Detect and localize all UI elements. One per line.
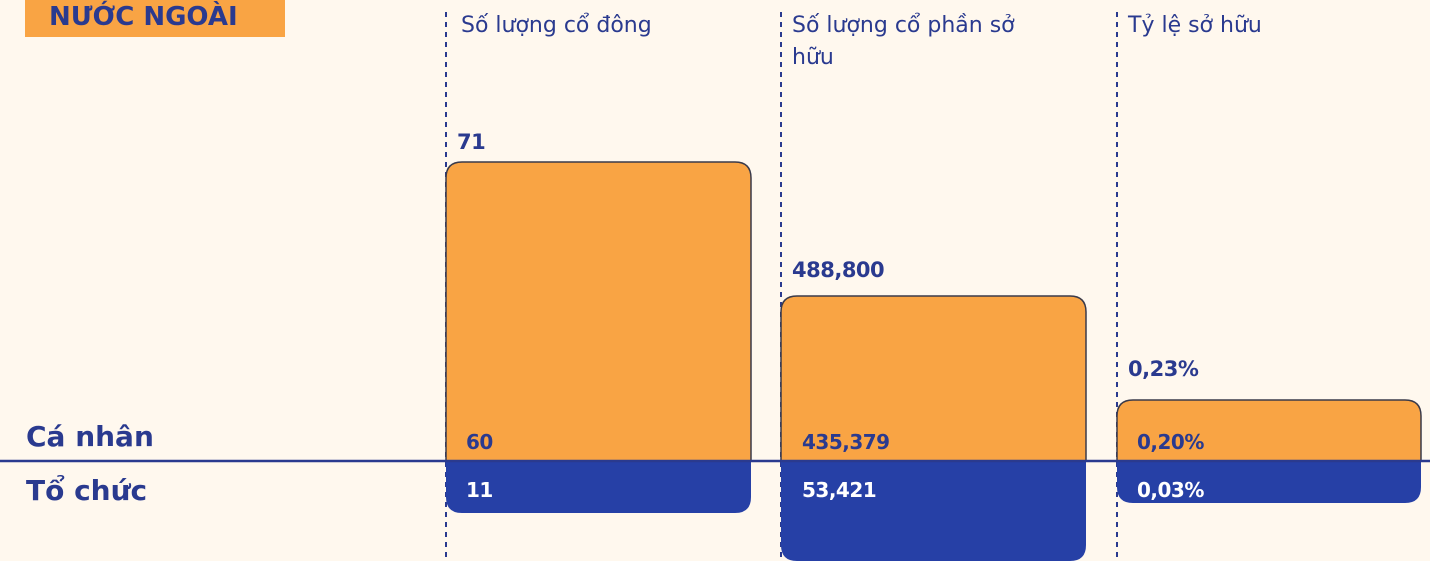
bar-individual [445, 161, 752, 462]
bar-organization [1117, 461, 1421, 503]
bar-organization [446, 461, 751, 513]
panel-header: Tỷ lệ sở hữu [1128, 13, 1262, 38]
row-label: Cá nhân [26, 420, 154, 453]
bar-organization [781, 461, 1086, 561]
bar-individual [780, 295, 1087, 462]
total-label: 0,23% [1128, 357, 1199, 381]
panel-header: Số lượng cổ phần sở hữu [792, 13, 1015, 70]
title: NƯỚC NGOÀI [25, 0, 285, 37]
bar-individual [1116, 399, 1422, 462]
value-label: 60 [466, 430, 493, 454]
value-label: 435,379 [802, 430, 890, 454]
total-label: 488,800 [792, 258, 885, 282]
value-label: 0,20% [1137, 430, 1204, 454]
row-label: Tổ chức [26, 474, 148, 507]
value-label: 11 [466, 478, 493, 502]
value-label: 0,03% [1137, 478, 1204, 502]
total-label: 71 [457, 130, 486, 154]
value-label: 53,421 [802, 478, 877, 502]
panel-header: Số lượng cổ đông [461, 13, 652, 38]
